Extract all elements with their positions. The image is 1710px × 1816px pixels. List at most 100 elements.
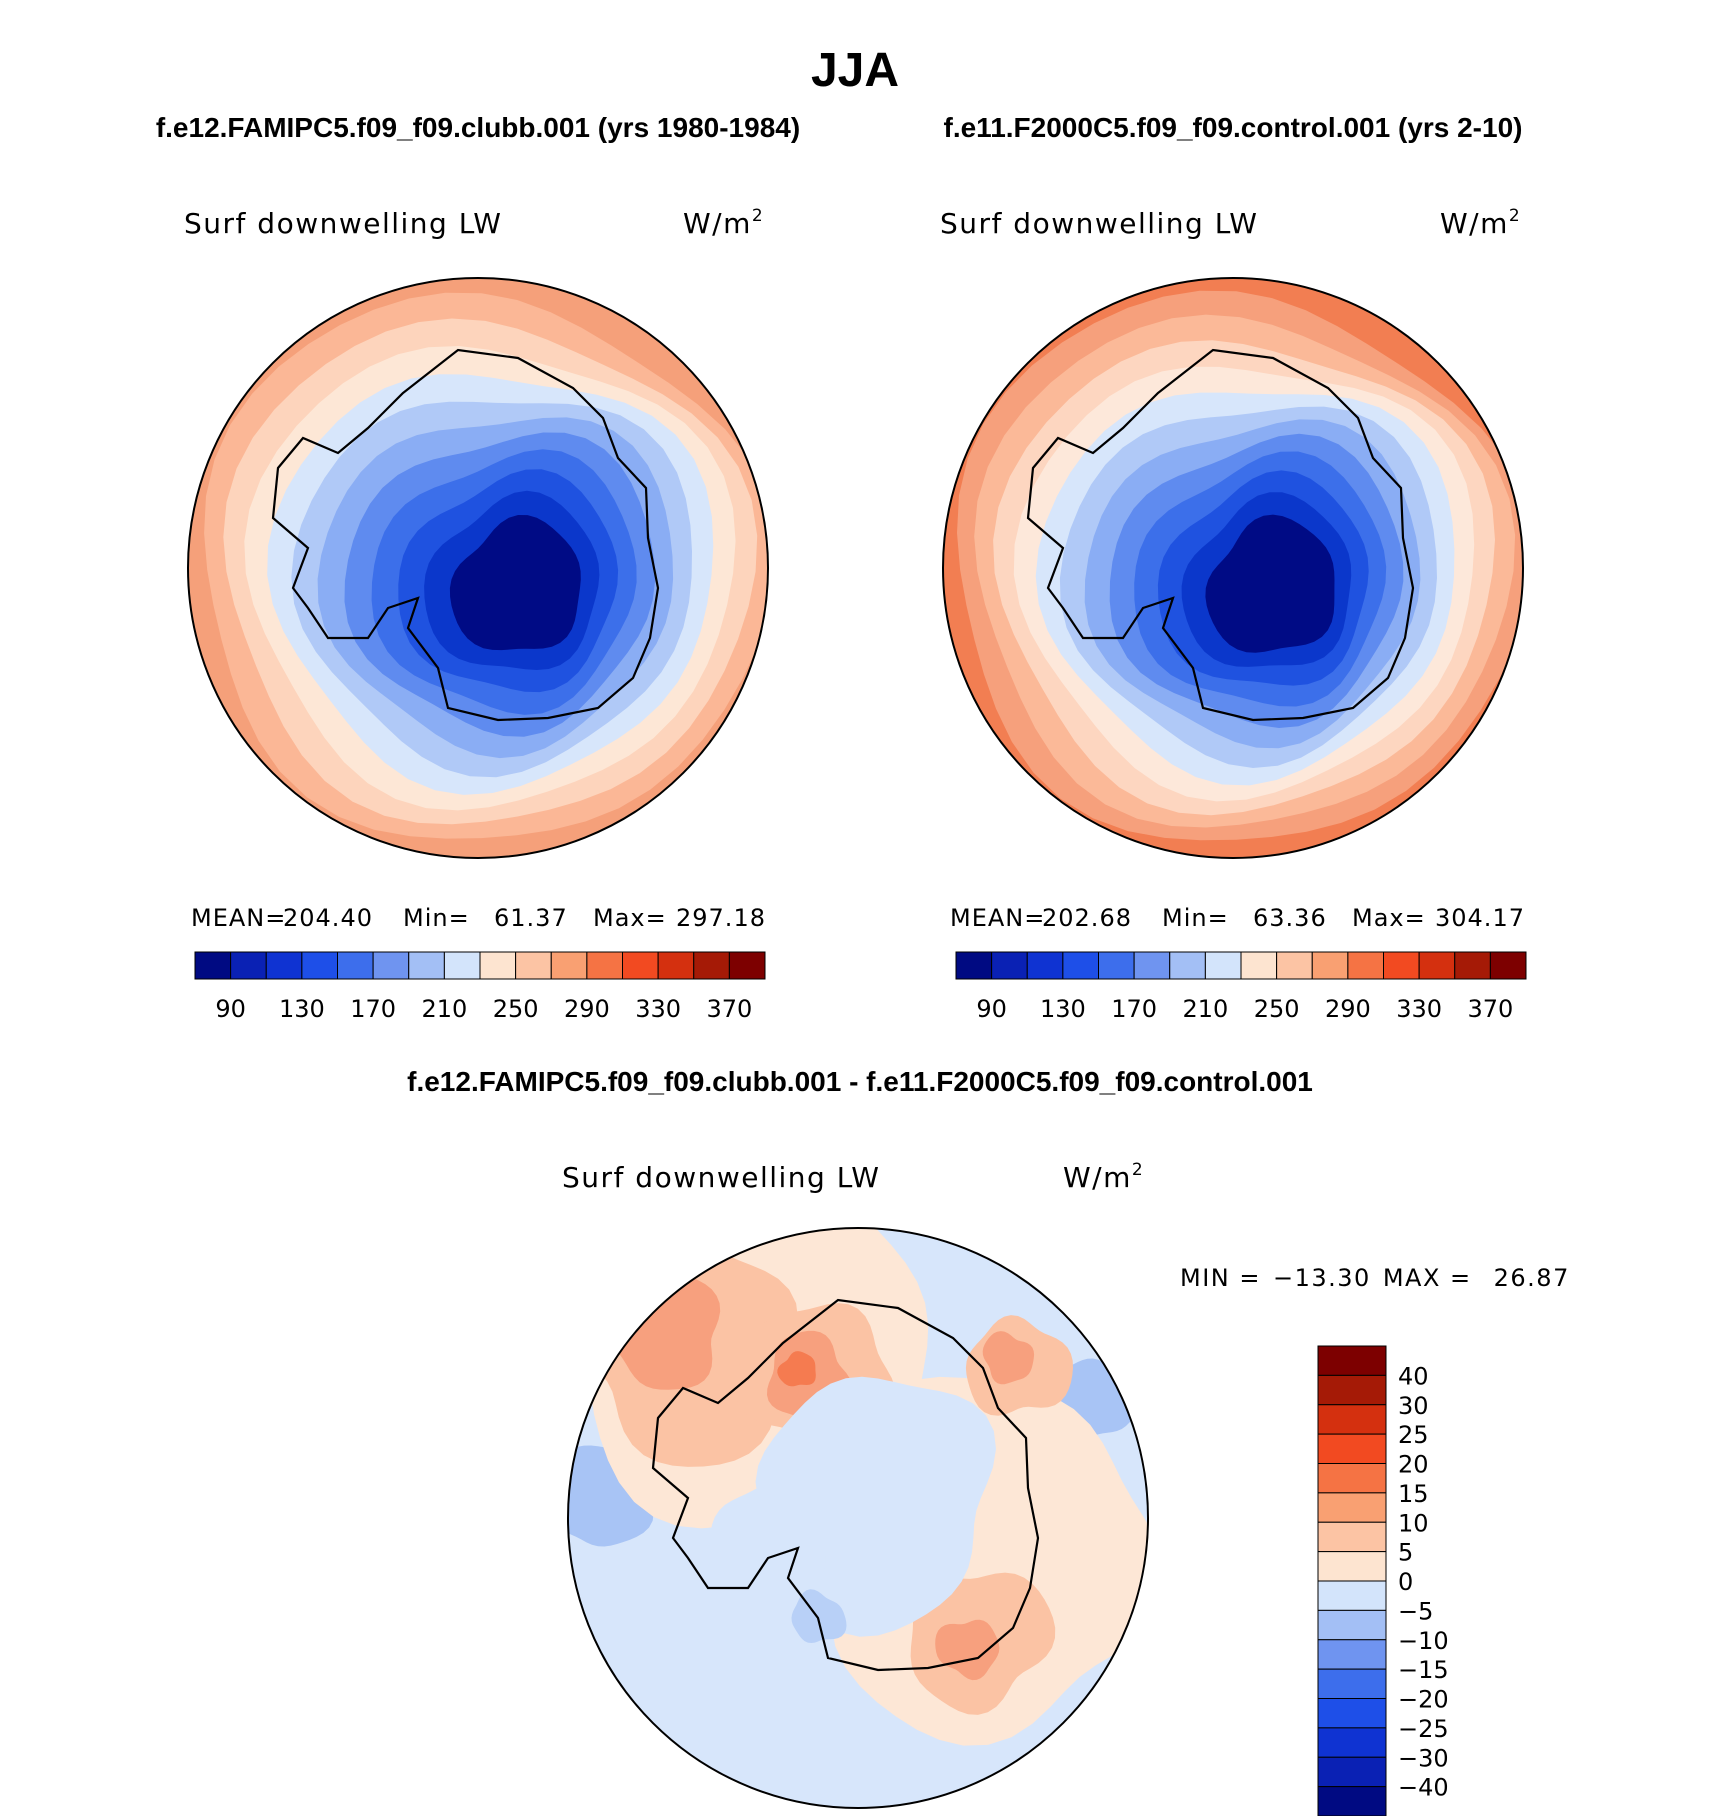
colorbar-box [1317, 1463, 1387, 1494]
panel3-units: W/m2 [1063, 1160, 1144, 1194]
colorbar-label: 250 [1254, 995, 1300, 1023]
colorbar-label: 170 [350, 995, 396, 1023]
panel-difference: f.e12.FAMIPC5.f09_f09.clubb.001 - f.e11.… [407, 1066, 1570, 1816]
coastline [271, 348, 660, 722]
panel1-variable: Surf downwelling LW [184, 207, 502, 240]
colorbar-label: 210 [1182, 995, 1228, 1023]
colorbar-box [622, 951, 659, 980]
colorbar-box [586, 951, 623, 980]
colorbar-box [1317, 1727, 1387, 1758]
colorbar-label: 290 [1325, 995, 1371, 1023]
colorbar-label: 20 [1398, 1451, 1429, 1479]
anomaly-patch [598, 1302, 630, 1334]
colorbar-label: −5 [1398, 1597, 1433, 1625]
colorbar-label: 370 [706, 995, 752, 1023]
colorbar-label: 10 [1398, 1509, 1429, 1537]
colorbar-box [1489, 951, 1527, 980]
colorbar-box [1169, 951, 1206, 980]
stat-label: Min= [1162, 904, 1229, 932]
colorbar-box [1317, 1639, 1387, 1670]
colorbar-label: 370 [1467, 995, 1513, 1023]
colorbar-label: −10 [1398, 1627, 1449, 1655]
panel2-stats: MEAN=202.68 Min= 63.36 Max= 304.17 [950, 904, 1524, 932]
panel1-units: W/m2 [683, 206, 764, 240]
colorbar-box [1383, 951, 1420, 980]
stat-value: 63.36 [1253, 904, 1327, 932]
coastline [1026, 348, 1415, 722]
stat-label: MEAN= [950, 904, 1045, 932]
colorbar-box [1317, 1521, 1387, 1553]
colorbar-box [693, 951, 730, 980]
colorbar-box [1317, 1786, 1387, 1816]
colorbar-label: 130 [1040, 995, 1086, 1023]
stat-value: 202.68 [1042, 904, 1132, 932]
colorbar-box [337, 951, 374, 980]
figure-title: JJA [811, 44, 899, 97]
colorbar-label: 90 [215, 995, 246, 1023]
anomaly-patch [708, 1481, 826, 1614]
stat-label: Min= [403, 904, 470, 932]
colorbar-label: −25 [1398, 1715, 1449, 1743]
colorbar-label: 330 [1396, 995, 1442, 1023]
colorbar-box [1418, 951, 1456, 980]
colorbar-box [515, 951, 552, 980]
colorbar-label: 15 [1398, 1480, 1429, 1508]
colorbar-box [1347, 951, 1384, 980]
panel1-colorbar: 90 130 170 210 250 290 330 370 [194, 951, 766, 1023]
panel3-map-border [567, 1227, 1149, 1809]
colorbar-label: 30 [1398, 1392, 1429, 1420]
colorbar-box [1133, 951, 1171, 980]
colorbar-box [1454, 951, 1491, 980]
colorbar-label: 40 [1398, 1362, 1429, 1390]
colorbar-label: 25 [1398, 1421, 1429, 1449]
colorbar-box [265, 951, 303, 980]
colorbar-box [1317, 1345, 1387, 1376]
panel2-colorbar: 90 130 170 210 250 290 330 370 [955, 951, 1527, 1023]
coastline [651, 1298, 1040, 1672]
panel3-minmax: MIN = −13.30 MAX = 26.87 [1180, 1264, 1570, 1292]
panel3-variable: Surf downwelling LW [562, 1161, 880, 1194]
colorbar-box [1317, 1551, 1387, 1582]
colorbar-label: −40 [1398, 1774, 1449, 1802]
stat-value: 297.18 [676, 904, 766, 932]
colorbar-box [1317, 1609, 1387, 1641]
colorbar-label: 210 [421, 995, 467, 1023]
colorbar-label: 5 [1398, 1539, 1413, 1567]
colorbar-box [1062, 951, 1099, 980]
panel1-stats: MEAN=204.40 Min= 61.37 Max= 297.18 [191, 904, 766, 932]
anomaly-patch [935, 1619, 1000, 1681]
panel1-map-border [187, 277, 769, 859]
colorbar-box [1317, 1698, 1387, 1729]
colorbar-box [955, 951, 993, 980]
panel2-variable: Surf downwelling LW [940, 207, 1258, 240]
colorbar-box [230, 951, 267, 980]
contour-level-11 [449, 515, 581, 651]
colorbar-box [479, 951, 517, 980]
panel-control-case: f.e11.F2000C5.f09_f09.control.001 (yrs 2… [940, 112, 1527, 1023]
colorbar-box [991, 951, 1028, 980]
colorbar-box [1317, 1668, 1387, 1699]
colorbar-box [1311, 951, 1349, 980]
colorbar-box [1317, 1580, 1387, 1611]
panel2-case-title: f.e11.F2000C5.f09_f09.control.001 (yrs 2… [944, 112, 1523, 143]
colorbar-label: 130 [279, 995, 325, 1023]
colorbar-box [1317, 1756, 1387, 1788]
colorbar-box [550, 951, 588, 980]
colorbar-box [1026, 951, 1064, 980]
colorbar-box [1317, 1404, 1387, 1435]
panel2-contour-map [943, 278, 1523, 858]
stat-value: 61.37 [494, 904, 568, 932]
stat-value: 204.40 [283, 904, 373, 932]
colorbar-label: 0 [1398, 1568, 1413, 1596]
colorbar-label: 170 [1111, 995, 1157, 1023]
colorbar-box [372, 951, 410, 980]
colorbar-box [194, 951, 232, 980]
panel3-case-title: f.e12.FAMIPC5.f09_f09.clubb.001 - f.e11.… [407, 1066, 1313, 1097]
stat-label: MEAN= [191, 904, 286, 932]
panel3-contour-map [568, 1228, 1148, 1808]
colorbar-box [301, 951, 338, 980]
contour-level-12 [1205, 514, 1335, 653]
colorbar-label: −30 [1398, 1744, 1449, 1772]
